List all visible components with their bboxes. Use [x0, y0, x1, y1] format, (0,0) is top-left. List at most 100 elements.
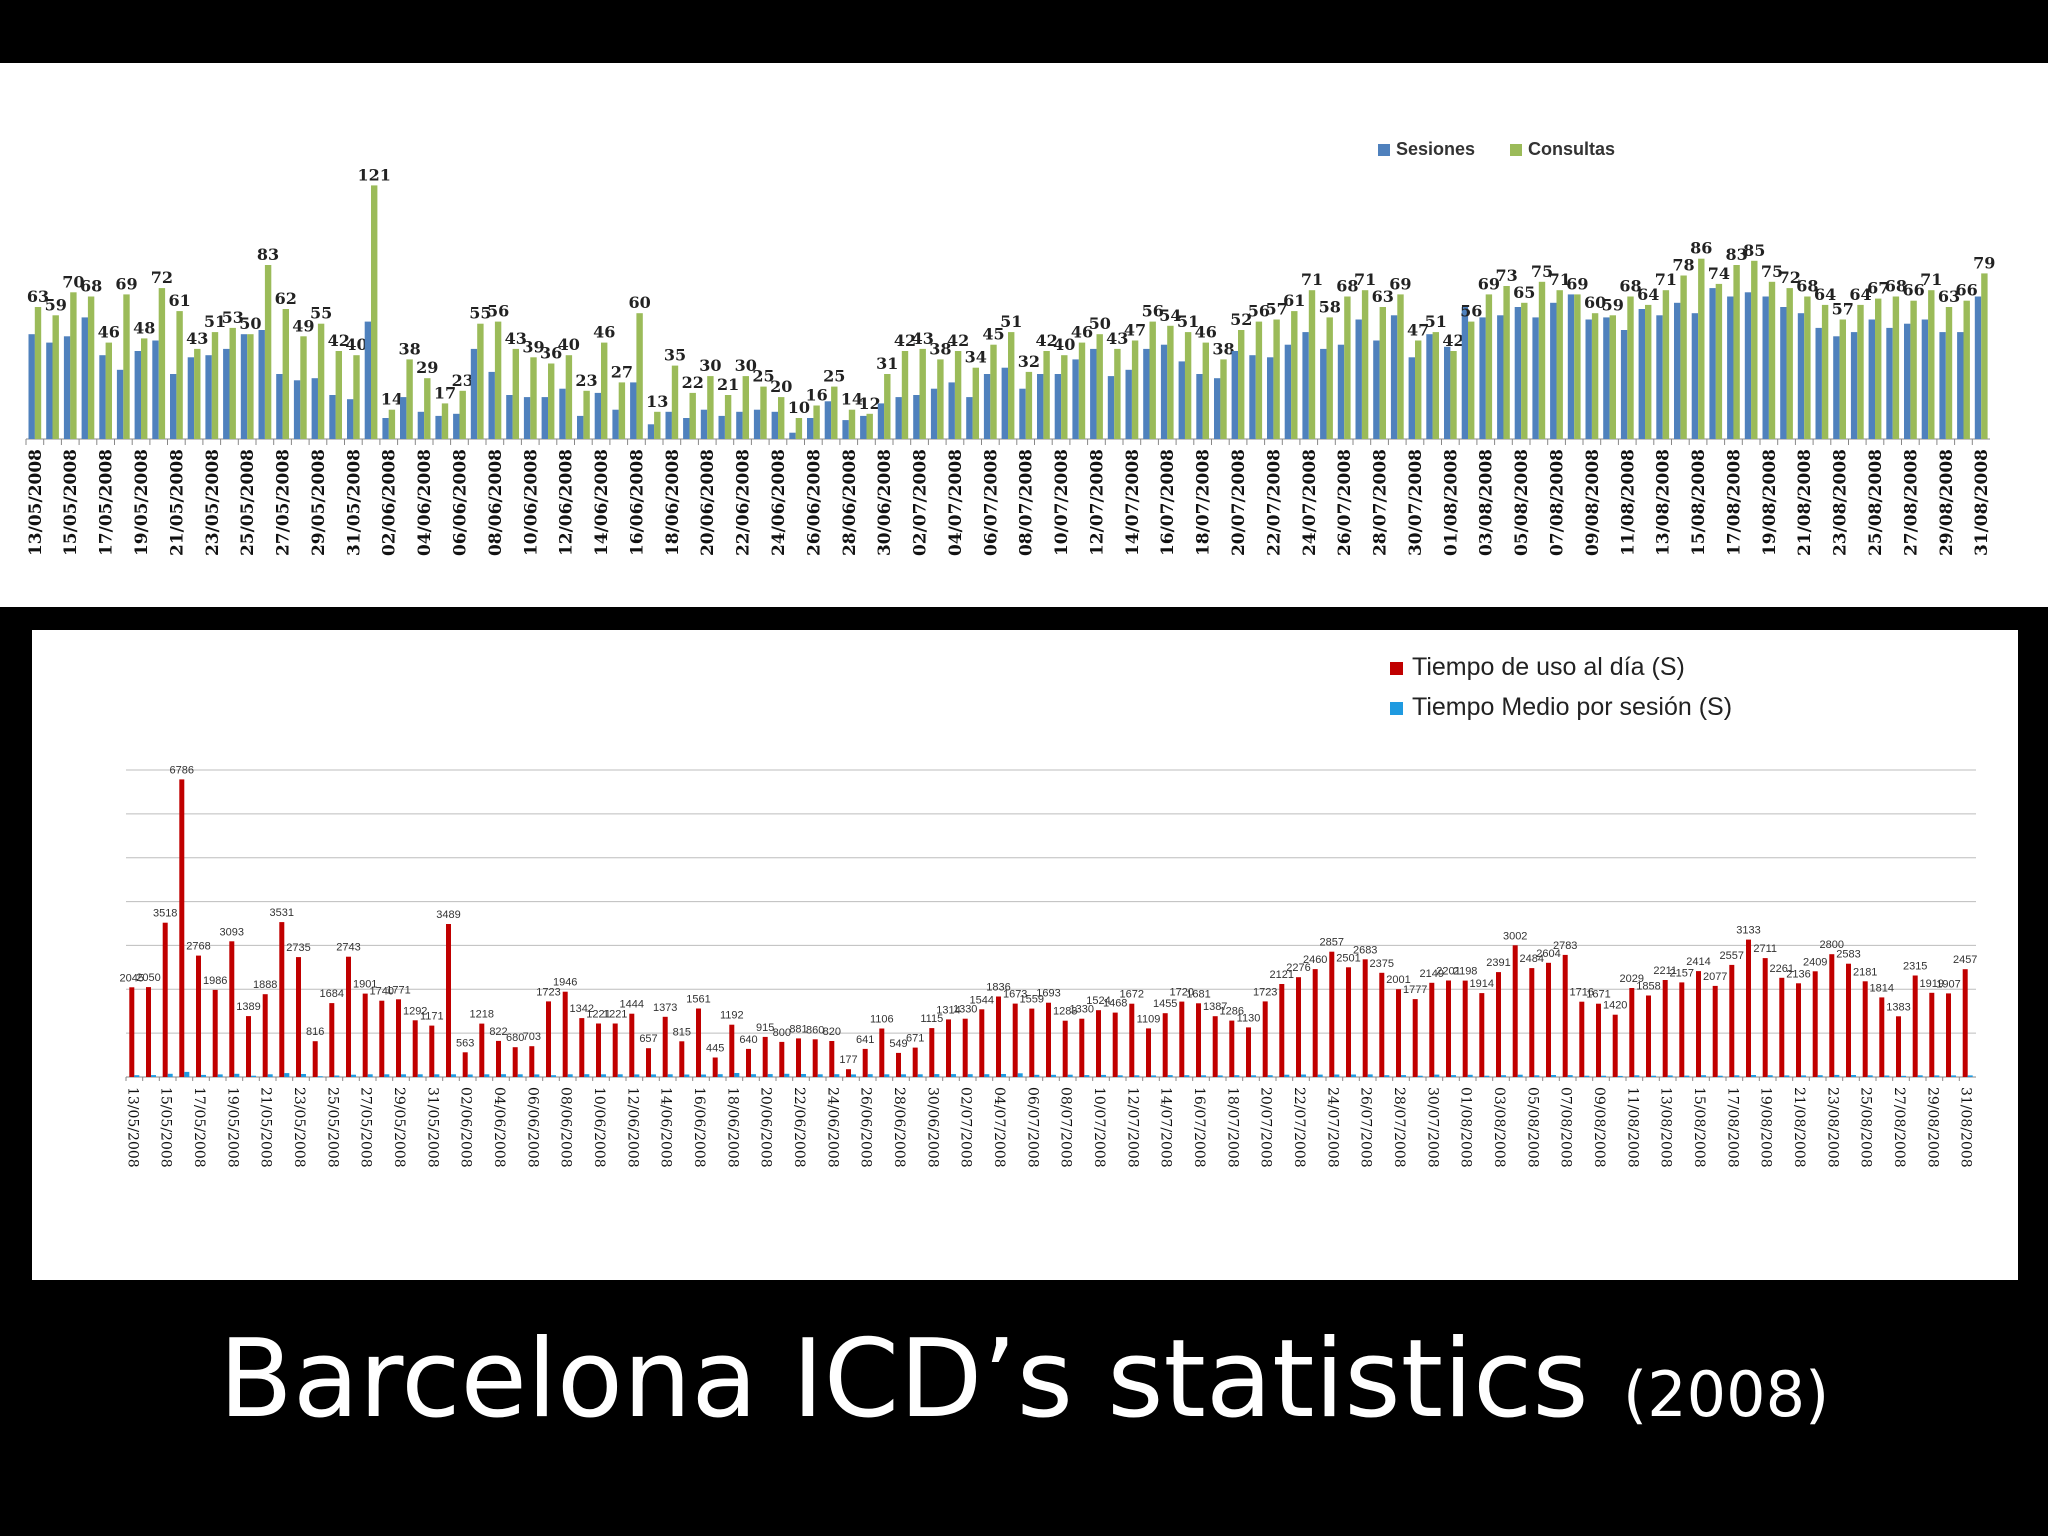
- consultas-data-label: 27: [611, 362, 633, 381]
- x-tick-label: 30/07/2008: [1406, 449, 1426, 556]
- consultas-data-label: 52: [1230, 310, 1252, 329]
- sesiones-bar: [1196, 374, 1203, 439]
- tiempo-dia-bar: [1929, 992, 1935, 1077]
- x-tick-label: 21/08/2008: [1795, 449, 1815, 556]
- consultas-data-label: 43: [912, 329, 934, 348]
- consultas-data-label: 35: [664, 346, 686, 365]
- consultas-bar: [1892, 296, 1900, 439]
- x-tick-label: 25/05/2008: [238, 449, 258, 556]
- consultas-bar: [1415, 340, 1422, 439]
- sesiones-bar: [913, 395, 920, 439]
- tiempo-medio-bar: [167, 1073, 173, 1077]
- tiempo-medio-legend-swatch: [1390, 702, 1403, 715]
- tiempo-medio-bar: [1067, 1074, 1073, 1077]
- sesiones-bar: [1939, 332, 1946, 439]
- tiempo-dia-data-label: 2261: [1770, 963, 1794, 975]
- sesiones-bar: [1550, 302, 1557, 439]
- tiempo-dia-bar: [696, 1008, 701, 1077]
- tiempo-dia-bar: [1712, 985, 1718, 1077]
- usage-time-bar-chart: 2045 13/05/2008 2050 3518 15/05/2008 6786 2768…: [120, 653, 1978, 1168]
- sesiones-bar: [1497, 315, 1504, 439]
- consultas-bar: [1645, 304, 1652, 439]
- consultas-bar: [1538, 281, 1546, 439]
- tiempo-dia-data-label: 3531: [270, 907, 294, 919]
- consultas-bar: [901, 351, 909, 439]
- sesiones-bar: [1355, 319, 1362, 439]
- consultas-bar: [990, 344, 997, 439]
- tiempo-dia-bar: [412, 1020, 418, 1077]
- sesiones-bar: [46, 342, 53, 439]
- tiempo-dia-bar: [1896, 1016, 1901, 1077]
- consultas-bar: [1627, 296, 1634, 439]
- tiempo-dia-bar: [1529, 968, 1535, 1077]
- tiempo-medio-bar: [367, 1074, 373, 1077]
- consultas-data-label: 64: [1814, 285, 1836, 304]
- x-tick-label: 01/08/2008: [1458, 1087, 1474, 1168]
- tiempo-dia-bar: [962, 1018, 968, 1077]
- consultas-data-label: 53: [222, 308, 244, 327]
- x-tick-label: 28/06/2008: [840, 449, 860, 556]
- tiempo-dia-data-label: 1444: [620, 999, 644, 1011]
- consultas-data-label: 75: [1531, 262, 1553, 281]
- consultas-data-label: 22: [682, 373, 704, 392]
- tiempo-dia-data-label: 2414: [1686, 956, 1710, 968]
- tiempo-dia-legend-label: Tiempo de uso al día (S): [1412, 653, 1685, 681]
- consultas-bar: [548, 363, 555, 439]
- tiempo-medio-bar: [867, 1074, 873, 1077]
- tiempo-medio-bar: [1284, 1074, 1290, 1077]
- consultas-bar: [1184, 332, 1192, 439]
- consultas-data-label: 50: [1089, 314, 1111, 333]
- consultas-bar: [1733, 265, 1740, 439]
- consultas-bar: [972, 367, 979, 439]
- tiempo-medio-bar: [967, 1074, 973, 1077]
- tiempo-dia-data-label: 680: [506, 1032, 524, 1044]
- x-tick-label: 15/08/2008: [1689, 449, 1709, 556]
- consultas-bar: [211, 332, 219, 439]
- tiempo-dia-data-label: 1389: [236, 1001, 260, 1013]
- tiempo-dia-data-label: 1221: [603, 1009, 627, 1021]
- tiempo-dia-data-label: 445: [706, 1043, 724, 1055]
- consultas-data-label: 42: [947, 331, 969, 350]
- consultas-data-label: 85: [1743, 241, 1765, 260]
- sesiones-bar: [417, 411, 425, 439]
- consultas-bar: [671, 365, 679, 439]
- tiempo-dia-bar: [879, 1028, 885, 1077]
- x-tick-label: 14/07/2008: [1123, 449, 1143, 556]
- tiempo-medio-bar: [1251, 1075, 1256, 1077]
- tiempo-dia-bar: [462, 1052, 468, 1077]
- consultas-bar: [1786, 288, 1793, 439]
- consultas-data-label: 14: [381, 390, 403, 409]
- tiempo-dia-data-label: 2001: [1386, 974, 1410, 986]
- consultas-data-label: 73: [1495, 266, 1517, 285]
- sesiones-bar: [1797, 313, 1805, 439]
- tiempo-dia-bar: [862, 1048, 868, 1077]
- consultas-data-label: 57: [1832, 300, 1854, 319]
- tiempo-dia-bar: [346, 956, 351, 1077]
- sesiones-bar: [1780, 307, 1787, 439]
- tiempo-dia-data-label: 1814: [1870, 982, 1894, 994]
- chart1-legend: Sesiones Consultas: [1378, 139, 1615, 159]
- x-tick-label: 06/07/2008: [981, 449, 1001, 556]
- x-tick-label: 13/05/2008: [26, 449, 46, 556]
- tiempo-medio-bar: [1817, 1075, 1823, 1077]
- tiempo-medio-bar: [1834, 1074, 1840, 1077]
- tiempo-dia-bar: [1479, 993, 1485, 1077]
- tiempo-medio-bar: [1851, 1075, 1856, 1077]
- sesiones-bar: [665, 411, 672, 439]
- consultas-bar: [1308, 290, 1316, 439]
- tiempo-medio-bar: [1384, 1075, 1390, 1077]
- sesiones-bar: [1904, 323, 1911, 439]
- tiempo-dia-bar: [1729, 964, 1735, 1077]
- consultas-data-label: 59: [1602, 295, 1624, 314]
- tiempo-dia-data-label: 2149: [1420, 968, 1444, 980]
- tiempo-dia-bar: [1696, 971, 1701, 1077]
- consultas-data-label: 69: [1478, 274, 1500, 293]
- tiempo-dia-data-label: 2198: [1453, 966, 1477, 978]
- consultas-data-label: 64: [1637, 285, 1659, 304]
- consultas-data-label: 47: [1124, 321, 1146, 340]
- consultas-data-label: 58: [1319, 297, 1341, 316]
- x-tick-label: 04/07/2008: [991, 1087, 1007, 1168]
- tiempo-dia-bar: [1496, 972, 1501, 1077]
- sesiones-bar: [753, 409, 761, 439]
- sesiones-bar: [1620, 330, 1628, 439]
